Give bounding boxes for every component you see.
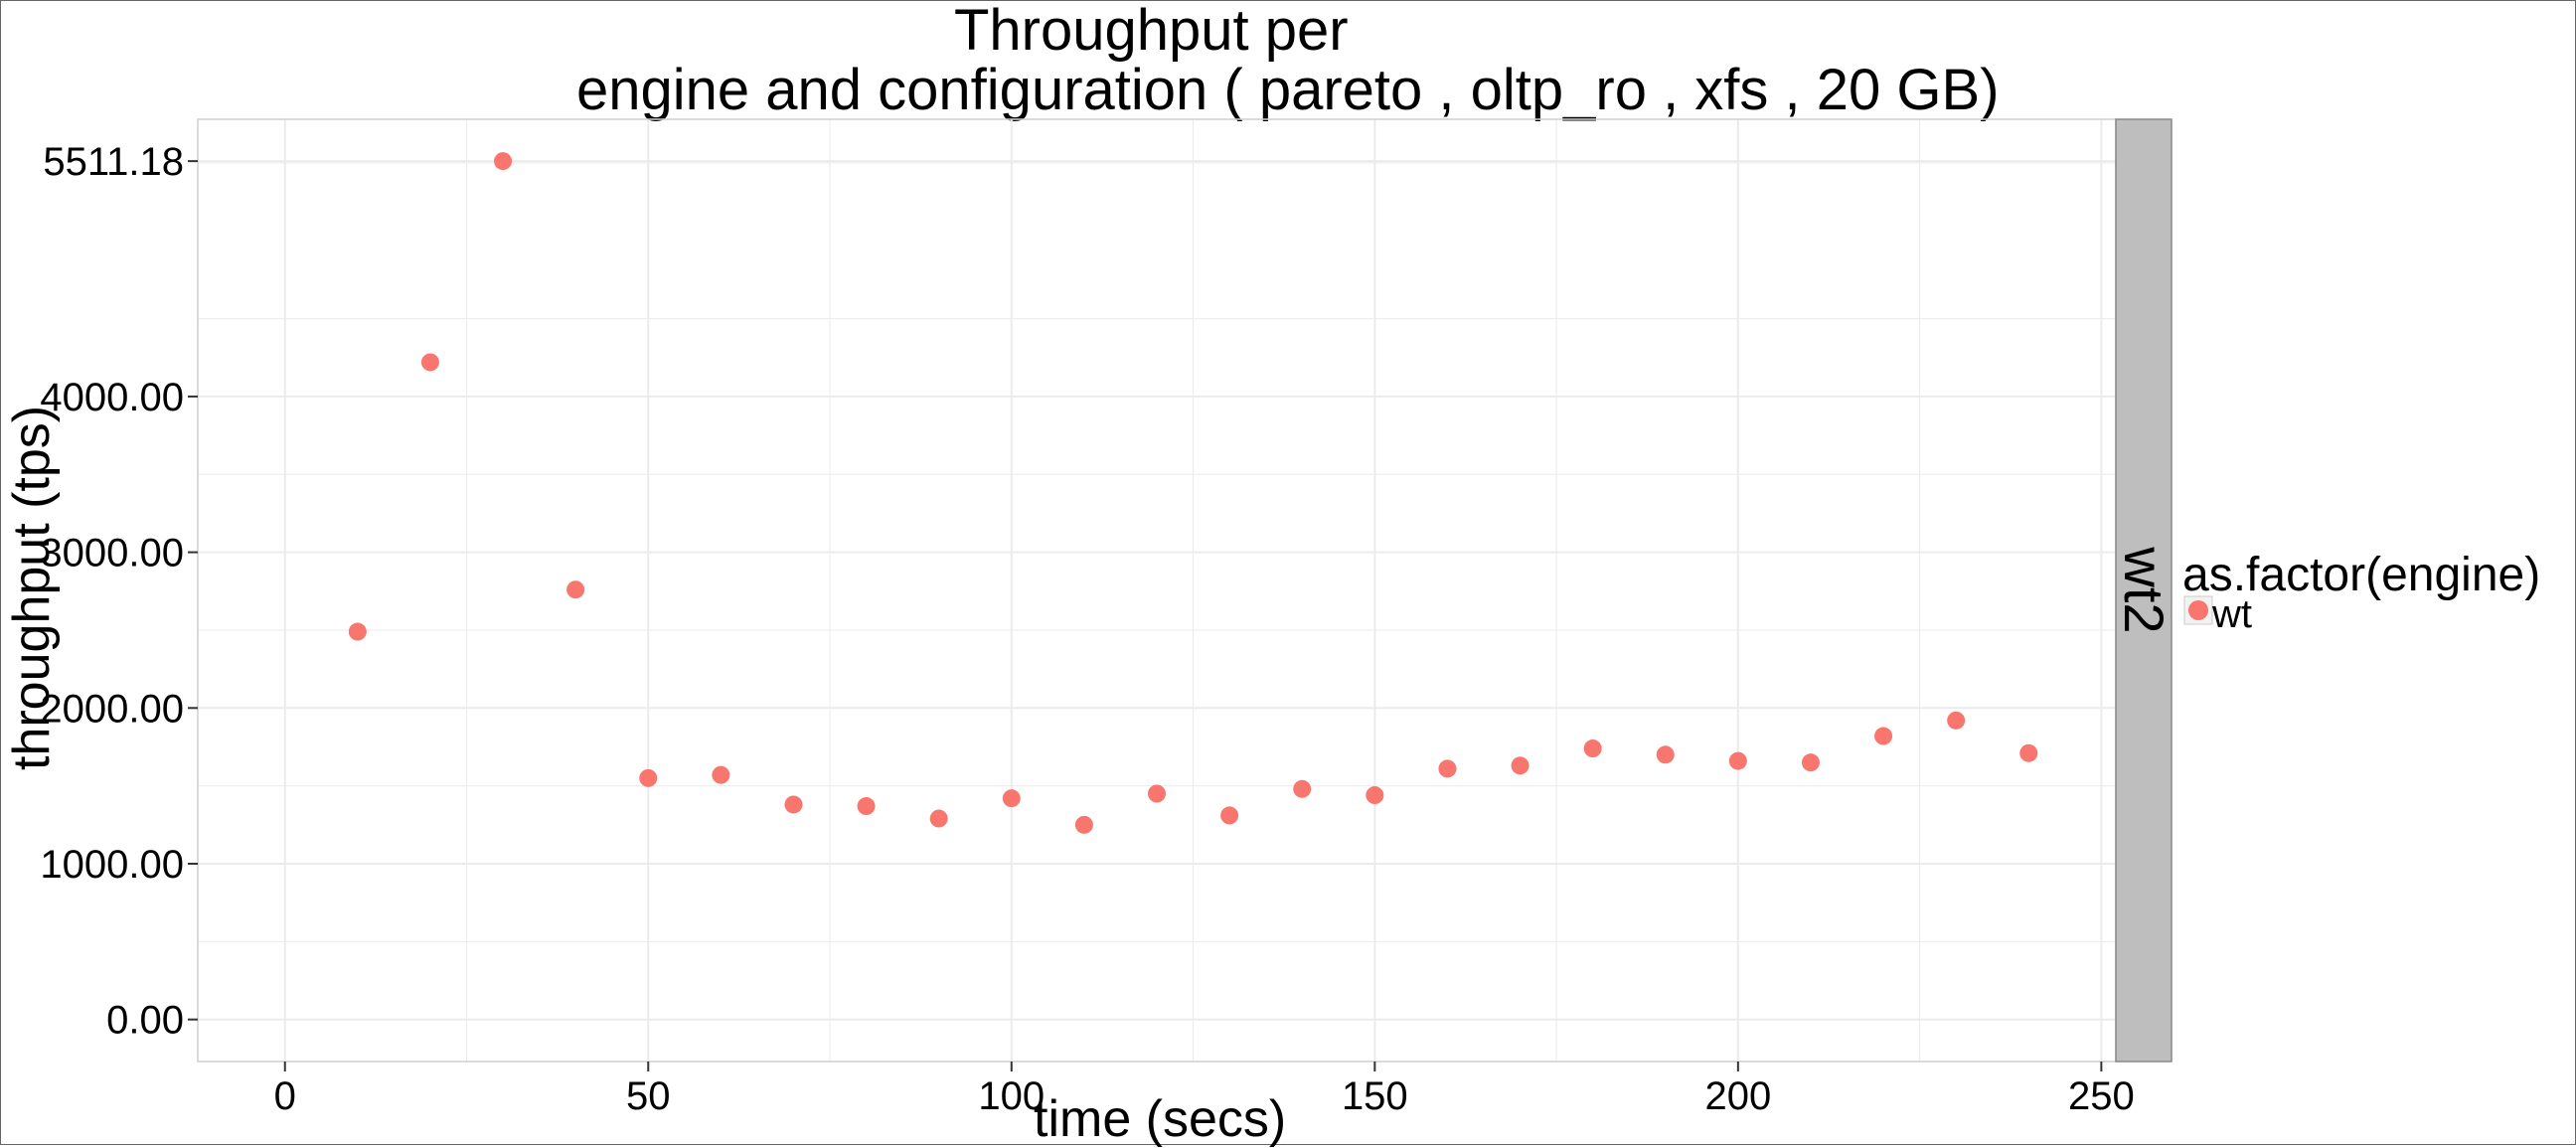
data-point-wt [1293,780,1311,798]
y-tick-label: 0.00 [106,999,184,1043]
data-point-wt [712,766,729,784]
data-point-wt [858,797,876,815]
data-point-wt [930,810,948,828]
data-point-wt [349,623,367,641]
y-tick-label: 1000.00 [40,843,184,887]
facet-strip: wt2 [2113,119,2175,1062]
data-point-wt [421,353,439,371]
grid-lines [198,119,2116,1062]
data-point-wt [1947,712,1965,730]
data-point-wt [1729,752,1747,770]
data-point-wt [1874,728,1892,745]
legend-label-wt: wt [2212,594,2252,634]
plot-panel-border [198,119,2116,1062]
x-tick-label: 100 [978,1074,1045,1118]
x-tick-label: 150 [1342,1074,1408,1118]
data-point-wt [1802,753,1820,771]
data-point-wt [1003,789,1021,807]
data-point-wt [639,769,657,787]
data-point-wt [1148,784,1166,802]
x-tick-label: 200 [1704,1074,1771,1118]
data-point-wt [566,580,584,598]
data-point-wt [1657,745,1675,763]
data-point-wt [784,795,802,813]
data-point-wt [1584,739,1602,757]
data-point-wt [494,152,512,170]
x-tick-label: 0 [274,1074,296,1118]
x-tick-label: 250 [2068,1074,2135,1118]
data-point-wt [2019,744,2037,762]
x-tick-label: 50 [626,1074,671,1118]
data-point-wt [1438,759,1456,777]
facet-strip-label: wt2 [2113,546,2175,633]
y-tick-label: 5511.18 [43,140,184,184]
data-point-wt [1220,806,1238,824]
y-tick-label: 2000.00 [40,687,184,731]
data-point-wt [1075,816,1093,834]
y-tick-label: 3000.00 [40,532,184,575]
y-tick-label: 4000.00 [40,376,184,419]
data-point-wt [1366,786,1383,804]
legend-key-wt [2188,600,2208,620]
data-point-wt [1512,756,1530,774]
